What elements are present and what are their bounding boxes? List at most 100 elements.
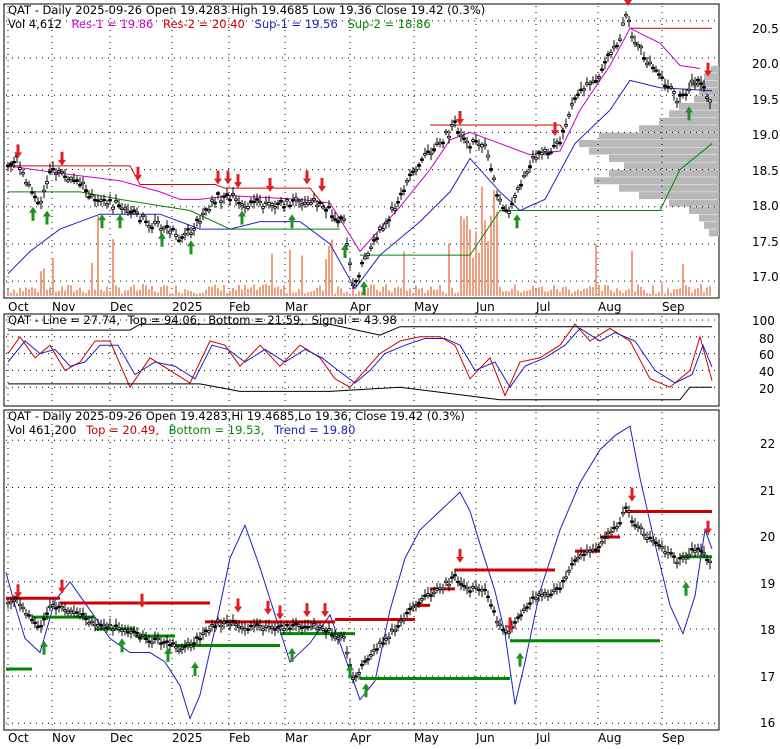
- price-candle: [315, 204, 319, 208]
- price-candle: [60, 170, 64, 174]
- x-tick-label: Jul: [535, 731, 550, 745]
- sell-arrow: [704, 520, 712, 535]
- trend-price-candle: [36, 625, 40, 628]
- trend-price-candle: [228, 623, 232, 627]
- price-candle: [186, 228, 190, 231]
- price-candle: [675, 100, 679, 104]
- price-candle: [309, 202, 313, 205]
- trend-price-candle: [546, 594, 550, 597]
- trend-price-candle: [609, 530, 613, 534]
- trend-price-candle: [462, 584, 466, 588]
- trend-price-candle: [264, 625, 268, 628]
- price-candle: [162, 226, 166, 230]
- trend-price-candle: [648, 536, 652, 540]
- price-candle: [447, 135, 451, 139]
- price-candle: [453, 120, 457, 123]
- price-candle: [594, 80, 598, 83]
- trend-price-candle: [378, 641, 382, 644]
- price-candle: [258, 200, 262, 204]
- buy-arrow: [116, 214, 124, 229]
- trend-price-candle: [255, 623, 259, 626]
- price-candle: [51, 168, 55, 171]
- volume-profile-bar: [609, 154, 719, 162]
- price-candle: [117, 204, 121, 208]
- price-candle: [369, 246, 373, 249]
- trend-price-candle: [186, 642, 190, 645]
- price-candle: [666, 85, 670, 89]
- trend-price-candle: [27, 614, 31, 617]
- panel3-trend: Trend = 19.80: [273, 423, 355, 437]
- trend-price-candle: [600, 541, 604, 544]
- buy-arrow: [346, 664, 354, 679]
- price-candle: [255, 198, 259, 201]
- trend-price-candle: [258, 625, 262, 628]
- price-candle: [573, 97, 577, 100]
- trend-price-candle: [297, 624, 301, 627]
- price-candle: [165, 225, 169, 228]
- x-tick-label: 2025: [172, 300, 203, 314]
- volume-profile-bar: [704, 221, 719, 229]
- price-candle: [354, 280, 358, 283]
- price-candle: [627, 19, 631, 23]
- sell-arrow: [551, 122, 559, 137]
- price-candle: [57, 170, 61, 173]
- x-tick-label: 2025: [172, 731, 203, 745]
- price-candle: [336, 220, 340, 224]
- trend-price-candle: [498, 623, 502, 627]
- y-tick-label: 19.0: [752, 128, 779, 142]
- price-candle: [555, 141, 559, 144]
- price-candle: [324, 208, 328, 212]
- panel3-legend-line1: QAT - Daily 2025-09-26 Open 19.4283,Hi 1…: [8, 409, 465, 423]
- trend-price-candle: [690, 548, 694, 551]
- price-candle: [393, 208, 397, 211]
- trend-price-candle: [489, 604, 493, 607]
- trend-price-candle: [603, 536, 607, 539]
- trend-price-candle: [225, 620, 229, 623]
- sell-arrow: [303, 603, 311, 618]
- trend-price-candle: [174, 646, 178, 649]
- trend-price-candle: [276, 626, 280, 629]
- trend-price-candle: [162, 641, 166, 644]
- trend-price-candle: [198, 637, 202, 641]
- price-candle: [189, 232, 193, 235]
- buy-arrow: [288, 214, 296, 229]
- trend-price-candle: [18, 603, 22, 607]
- price-candle: [705, 96, 709, 99]
- trend-price-candle: [327, 628, 331, 631]
- y-tick-label: 17.5: [752, 235, 779, 249]
- trend-price-candle: [312, 623, 316, 626]
- trend-price-candle: [705, 558, 709, 562]
- panel1-res1: Res-1 = 19.86: [71, 17, 153, 31]
- price-candle: [444, 130, 448, 134]
- trend-price-candle: [567, 570, 571, 573]
- x-tick-label: Feb: [229, 300, 250, 314]
- volume-profile-bar: [589, 147, 719, 155]
- trend-price-candle: [126, 631, 130, 634]
- price-candle: [198, 221, 202, 224]
- price-candle: [261, 206, 265, 209]
- price-candle: [105, 203, 109, 206]
- price-candle: [552, 144, 556, 148]
- price-candle: [168, 230, 172, 234]
- y-tick-label: 20: [759, 382, 774, 396]
- price-candle: [426, 150, 430, 153]
- trend-price-candle: [402, 617, 406, 621]
- volume-profile-bar: [639, 125, 719, 133]
- trend-price-candle: [363, 660, 367, 663]
- trend-price-candle: [72, 611, 76, 614]
- x-tick-label: Aug: [598, 300, 621, 314]
- trend-price-candle: [279, 624, 283, 627]
- trend-price-candle: [57, 605, 61, 608]
- y-tick-label: 18: [760, 623, 775, 637]
- y-tick-label: 19: [760, 577, 775, 591]
- sell-arrow: [266, 177, 274, 192]
- trend-price-candle: [84, 617, 88, 621]
- y-tick-label: 18.5: [752, 164, 779, 178]
- price-candle: [501, 206, 505, 210]
- trend-price-candle: [702, 552, 706, 555]
- price-candle: [111, 206, 115, 210]
- price-candle: [297, 199, 301, 203]
- price-candle: [468, 146, 472, 149]
- price-candle: [384, 221, 388, 225]
- oscillator-panel-frame: [3, 313, 720, 407]
